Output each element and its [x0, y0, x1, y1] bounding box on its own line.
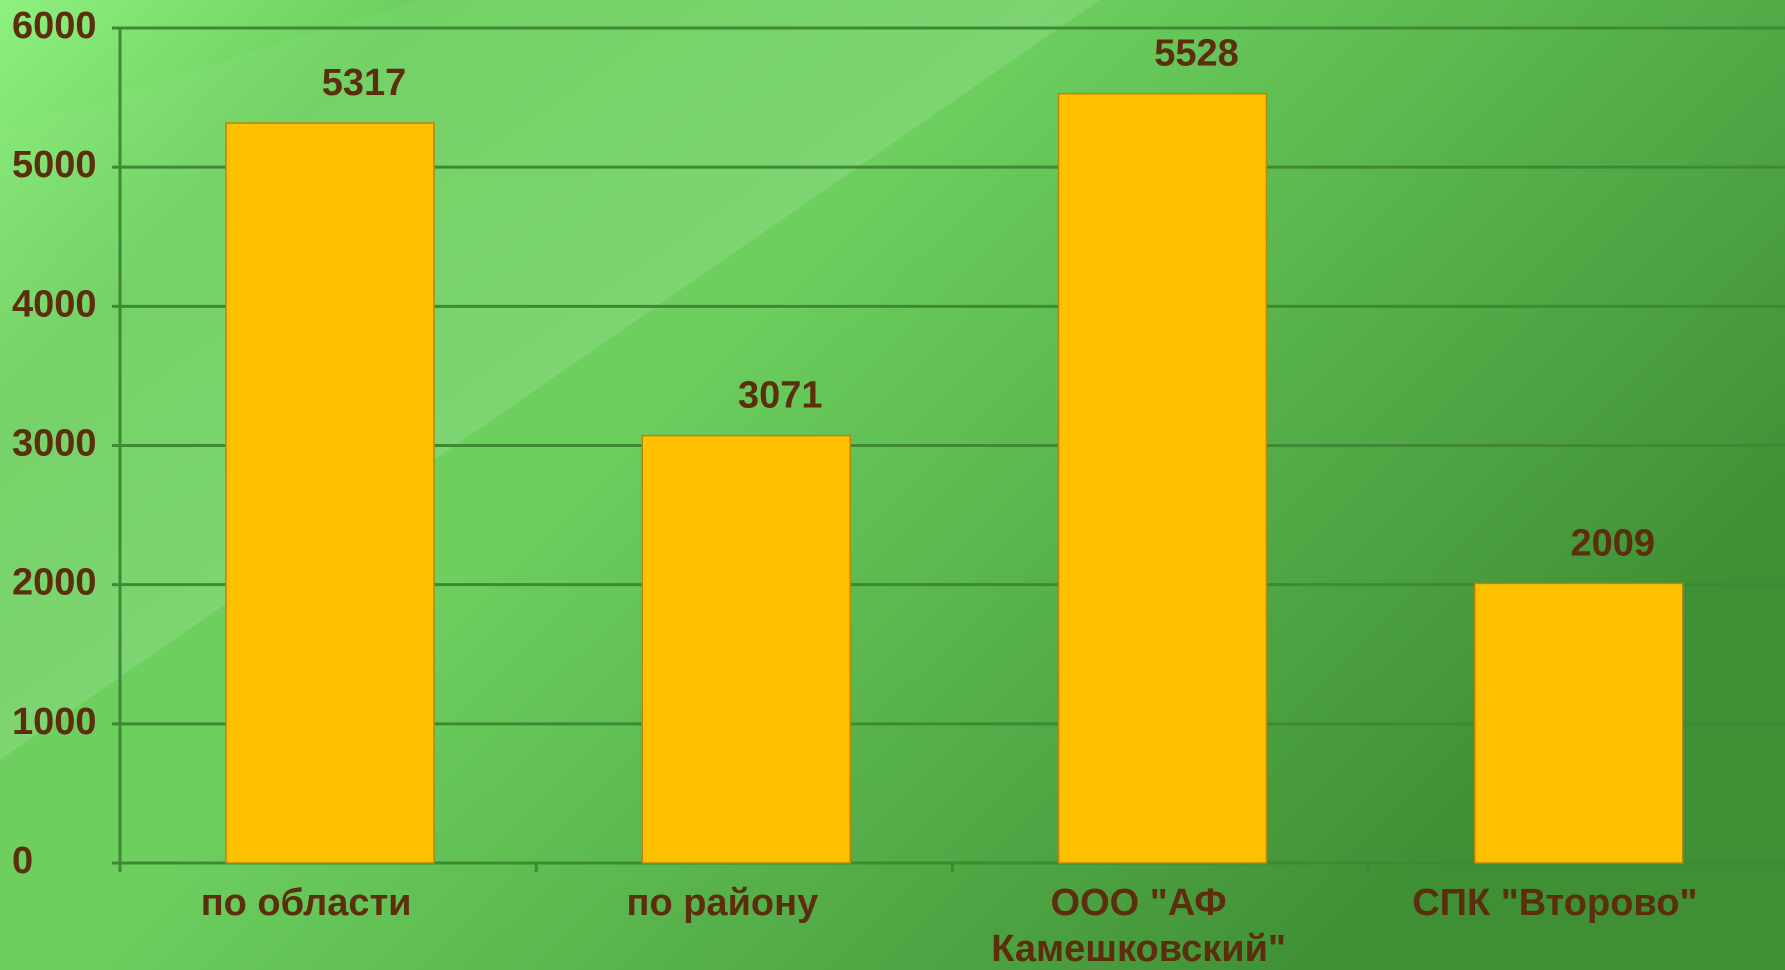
category-label-2-line-1: Камешковский" — [991, 928, 1286, 970]
bars — [225, 92, 1684, 864]
y-tick-label-2: 2000 — [12, 562, 97, 604]
value-label-2: 5528 — [1154, 33, 1239, 75]
category-label-2-line-0: ООО "АФ — [1051, 882, 1227, 924]
bar-3 — [1474, 582, 1684, 864]
category-label-3-line-0: СПК "Второво" — [1412, 882, 1697, 924]
bar-0 — [225, 122, 435, 864]
y-tick-label-0: 0 — [12, 840, 33, 882]
value-label-3: 2009 — [1570, 522, 1655, 564]
y-tick-label-5: 5000 — [12, 144, 97, 186]
labels: 0 1000 2000 3000 4000 5000 6000 5317 по области 3… — [12, 5, 1698, 970]
value-label-1: 3071 — [738, 375, 823, 417]
category-label-1-line-0: по району — [627, 882, 819, 924]
bar-1 — [641, 434, 851, 864]
value-label-0: 5317 — [322, 62, 407, 104]
category-label-0-line-0: по области — [201, 882, 412, 924]
y-tick-label-4: 4000 — [12, 283, 97, 325]
y-tick-label-3: 3000 — [12, 423, 97, 465]
y-tick-label-6: 6000 — [12, 5, 97, 47]
bar-2 — [1057, 92, 1268, 864]
y-tick-label-1: 1000 — [12, 701, 97, 743]
